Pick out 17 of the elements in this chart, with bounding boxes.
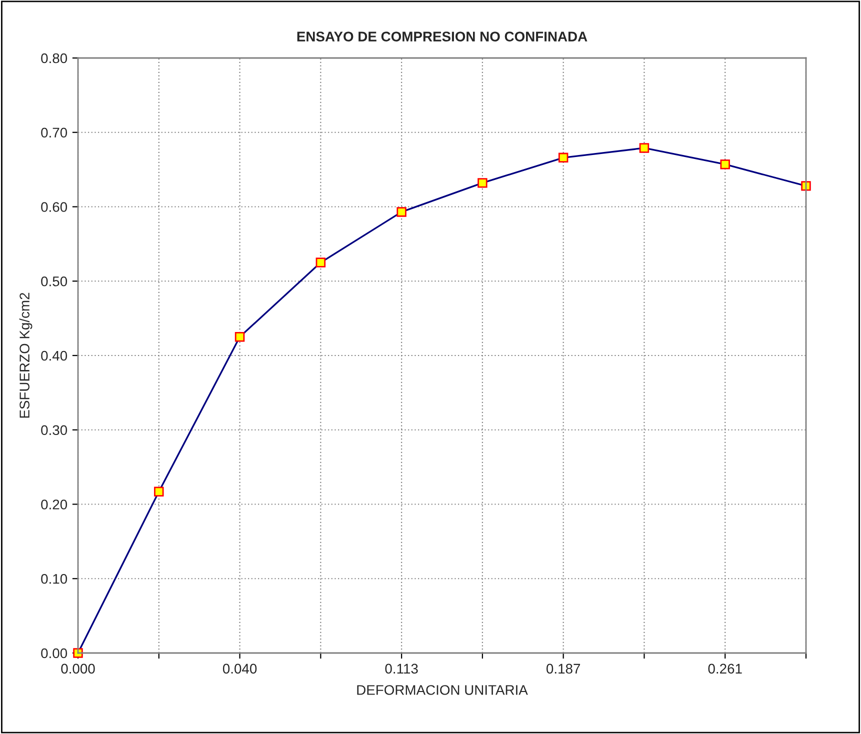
x-tick-label: 0.113	[385, 664, 418, 674]
y-axis-title: ESFUERZO Kg/cm2	[19, 292, 32, 418]
y-tick-label: 0.80	[41, 53, 68, 64]
x-axis-title: DEFORMACION UNITARIA	[357, 685, 528, 695]
y-tick-label: 0.30	[41, 425, 68, 436]
y-tick-label: 0.60	[41, 202, 68, 212]
y-tick-label: 0.00	[41, 648, 68, 658]
x-tick-label: 0.261	[708, 664, 742, 674]
x-tick-label: 0.187	[546, 664, 580, 674]
x-tick-label: 0.040	[222, 664, 257, 674]
y-tick-label: 0.40	[41, 350, 68, 361]
y-tick-label: 0.20	[41, 500, 68, 510]
y-tick-label: 0.10	[41, 574, 68, 584]
y-tick-label: 0.70	[41, 128, 68, 138]
chart-title: ENSAYO DE COMPRESION NO CONFINADA	[297, 32, 588, 42]
y-tick-label: 0.50	[41, 276, 68, 286]
x-tick-label: 0.000	[61, 664, 95, 674]
